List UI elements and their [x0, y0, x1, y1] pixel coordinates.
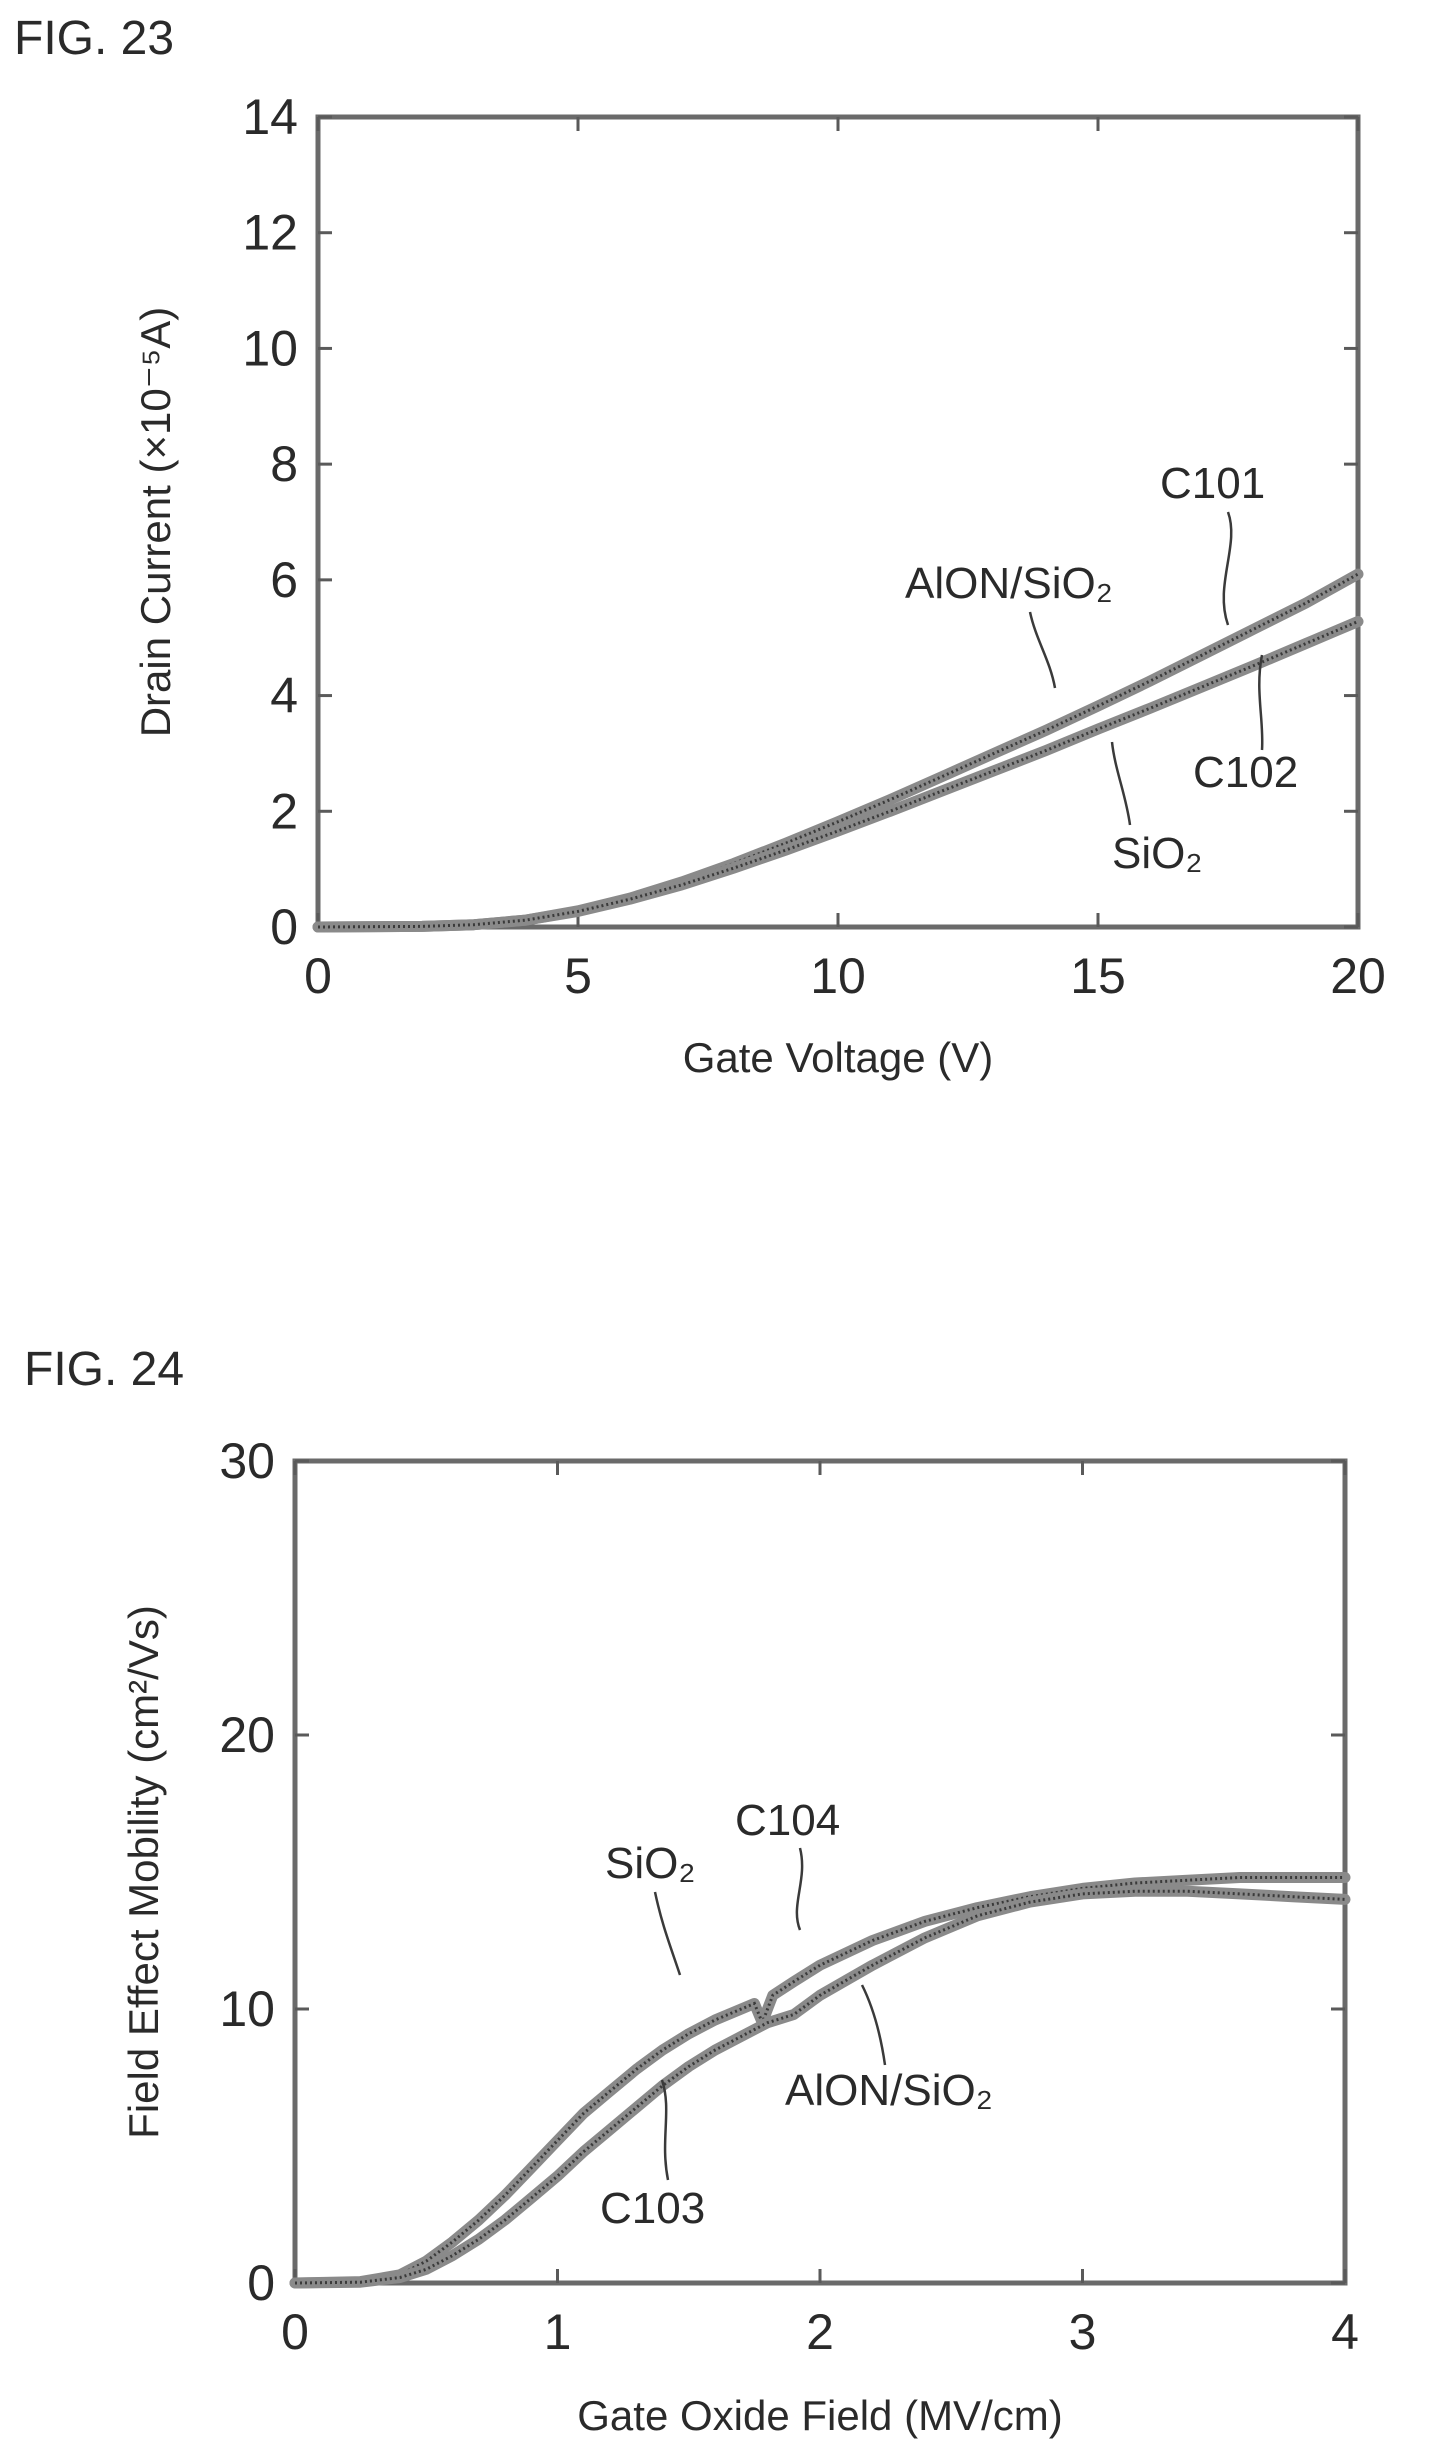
fig23-y-tick-label: 10 — [242, 320, 298, 376]
fig24-series-group — [289, 1872, 1351, 2289]
fig23-chart: FIG. 23 0 5 10 15 20 0 2 4 6 8 10 12 14 Gate Voltag… — [14, 12, 1386, 1081]
fig24-x-tick-label: 0 — [281, 2304, 309, 2360]
fig23-y-tick-label: 2 — [270, 783, 298, 839]
fig24-leader-c103 — [660, 2079, 670, 2181]
fig23-leader-sio2 — [1110, 741, 1132, 826]
fig23-series-group — [312, 568, 1364, 933]
fig23-x-axis-title: Gate Voltage (V) — [683, 1034, 994, 1081]
fig23-y-tick-label: 12 — [242, 205, 298, 261]
fig24-y-tick-label: 30 — [219, 1433, 275, 1489]
fig24-annotation-sio2: SiO₂ — [605, 1839, 695, 1888]
fig24-leader-sio2 — [653, 1891, 682, 1976]
fig23-y-tick-label: 6 — [270, 552, 298, 608]
fig24-x-tick-label: 3 — [1069, 2304, 1097, 2360]
fig24-leader-c104 — [795, 1847, 804, 1931]
fig23-x-tick-label: 15 — [1070, 948, 1126, 1004]
fig24-leader-alon-sio2 — [860, 1984, 887, 2066]
fig23-annotation-sio2: SiO₂ — [1112, 829, 1202, 878]
fig23-leader-c102 — [1258, 654, 1264, 751]
fig24-ticks — [293, 1459, 1347, 2285]
fig23-x-tick-label: 10 — [810, 948, 866, 1004]
fig24-x-tick-label: 2 — [806, 2304, 834, 2360]
fig23-plot-frame — [315, 114, 1361, 930]
fig23-series-c102-line-core — [317, 620, 1359, 929]
fig24-annotation-c104: C104 — [735, 1796, 840, 1845]
fig23-y-tick-label: 14 — [242, 89, 298, 145]
fig24-label: FIG. 24 — [24, 1343, 184, 1396]
fig23-label: FIG. 23 — [14, 12, 174, 65]
fig24-y-tick-label: 20 — [219, 1707, 275, 1763]
fig23-x-tick-label: 5 — [564, 948, 592, 1004]
fig23-leader-alon-sio2 — [1028, 611, 1057, 689]
fig24-x-tick-label: 1 — [544, 2304, 572, 2360]
fig23-y-axis-title: Drain Current (×10⁻⁵A) — [132, 307, 179, 738]
fig24-x-tick-label: 4 — [1331, 2304, 1359, 2360]
fig23-ticks — [316, 115, 1360, 929]
fig23-annotation-alon-sio2: AlON/SiO₂ — [905, 559, 1113, 608]
fig24-chart: FIG. 24 0 1 2 3 4 0 10 20 30 Gate Oxide Field (… — [24, 1343, 1359, 2439]
fig24-series-c104-line-core — [294, 1876, 1345, 2285]
fig24-annotation-c103: C103 — [600, 2184, 705, 2233]
fig24-plot-frame — [292, 1458, 1348, 2286]
fig24-series-c103-line-core — [294, 1889, 1346, 2285]
fig23-x-tick-label: 20 — [1330, 948, 1386, 1004]
fig23-x-tick-labels: 0 5 10 15 20 — [304, 948, 1386, 1004]
fig24-annotation-alon-sio2: AlON/SiO₂ — [785, 2066, 993, 2115]
fig23-annotation-c102: C102 — [1193, 748, 1298, 797]
fig23-y-tick-labels: 0 2 4 6 8 10 12 14 — [242, 89, 298, 955]
fig23-y-tick-label: 0 — [270, 899, 298, 955]
fig24-x-tick-labels: 0 1 2 3 4 — [281, 2304, 1359, 2360]
fig23-leader-c101 — [1222, 511, 1233, 626]
fig24-y-tick-label: 0 — [247, 2255, 275, 2311]
fig23-y-tick-label: 4 — [270, 668, 298, 724]
fig24-y-tick-labels: 0 10 20 30 — [219, 1433, 275, 2311]
fig23-x-tick-label: 0 — [304, 948, 332, 1004]
fig24-x-axis-title: Gate Oxide Field (MV/cm) — [577, 2392, 1062, 2439]
fig24-y-axis-title: Field Effect Mobility (cm²/Vs) — [120, 1605, 167, 2139]
fig23-y-tick-label: 8 — [270, 436, 298, 492]
fig24-y-tick-label: 10 — [219, 1981, 275, 2037]
fig23-annotation-c101: C101 — [1160, 459, 1265, 508]
